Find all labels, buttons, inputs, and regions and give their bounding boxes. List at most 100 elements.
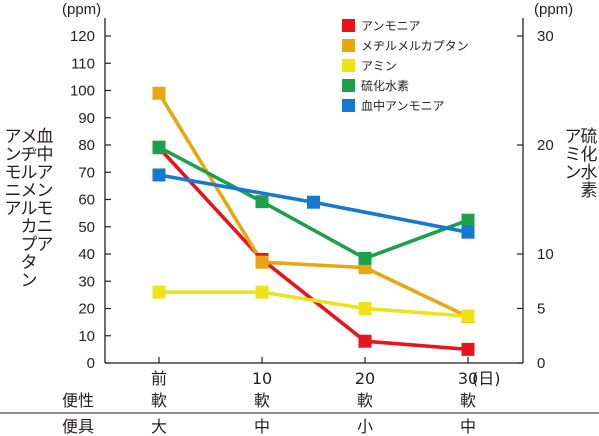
- legend-label: アミン: [361, 59, 397, 73]
- right-y-axis-label-char: ン: [565, 163, 582, 183]
- left-y-axis-label-char: ル: [21, 163, 38, 183]
- x-ticks: 前 10 20 30: [151, 357, 478, 388]
- data-point: [255, 285, 269, 299]
- data-point: [358, 251, 372, 265]
- legend-label: アンモニア: [361, 19, 421, 33]
- left-y-axis-label-char: ア: [37, 235, 54, 255]
- row-value: 小: [357, 417, 373, 436]
- left-y-axis-label-char: 中: [37, 145, 54, 165]
- row-value: 軟: [357, 391, 373, 410]
- data-point: [461, 225, 475, 239]
- x-unit-label: (日): [472, 369, 501, 388]
- right-y-axis-label-char: 水: [581, 163, 598, 183]
- series-line: [158, 145, 469, 261]
- left-tick-label: 40: [78, 246, 95, 263]
- x-tick-label: 30: [458, 369, 478, 388]
- right-tick-label: 20: [537, 137, 554, 154]
- data-point: [358, 302, 372, 315]
- right-y-axis-label-char: ア: [565, 127, 582, 147]
- left-tick-label: 70: [78, 164, 95, 181]
- right-y-axis-label-char: 化: [581, 145, 598, 165]
- legend-swatch: [342, 39, 355, 52]
- left-y-axis-label-char: メ: [21, 127, 38, 147]
- data-point: [152, 140, 166, 154]
- row-value: 軟: [151, 391, 167, 410]
- left-tick-label: 0: [87, 355, 95, 372]
- left-tick-label: 100: [70, 83, 95, 100]
- series-line: [159, 290, 469, 318]
- data-point: [307, 195, 320, 209]
- legend-label: 血中アンモニア: [361, 98, 445, 113]
- legend-swatch: [342, 79, 355, 92]
- left-tick-label: 10: [78, 328, 95, 345]
- right-unit-label: (ppm): [534, 1, 573, 18]
- left-y-axis-label-char: メ: [21, 181, 38, 201]
- data-point: [255, 255, 269, 269]
- left-tick-label: 50: [78, 219, 95, 236]
- left-y-axis-label-char: モ: [5, 163, 22, 183]
- data-point: [358, 334, 372, 348]
- right-tick-label: 10: [537, 246, 554, 263]
- left-y-axis-label-char: ア: [37, 163, 54, 183]
- row-label: 便具: [62, 417, 94, 436]
- x-tick-label: 前: [151, 369, 167, 388]
- row-label: 便性: [62, 391, 94, 410]
- row-value: 中: [460, 417, 476, 436]
- left-y-axis-label-char: ン: [37, 181, 54, 201]
- right-tick-label: 5: [537, 301, 545, 318]
- left-y-axis-label-char: ヂ: [21, 145, 38, 165]
- left-unit-label: (ppm): [62, 1, 101, 18]
- left-tick-label: 80: [78, 137, 95, 154]
- left-tick-label: 120: [70, 28, 95, 45]
- left-y-axis-label-char: ア: [5, 199, 22, 219]
- right-y-axis-label-char: ミ: [565, 145, 582, 165]
- row-value: 中: [254, 417, 270, 436]
- left-y-axis-label-char: ニ: [37, 217, 54, 237]
- left-tick-label: 90: [78, 110, 95, 127]
- left-y-axis-label-char: モ: [37, 199, 54, 219]
- left-y-axis-label-char: ニ: [5, 181, 22, 201]
- legend-swatch: [342, 59, 355, 72]
- left-y-ticks: 0 10 20 30 40 50 60 70 80 90 100 110 120: [70, 28, 111, 372]
- legend-swatch: [342, 19, 355, 32]
- left-tick-label: 30: [78, 273, 95, 290]
- data-point: [461, 309, 475, 323]
- series-line: [157, 92, 469, 319]
- row-value: 軟: [254, 391, 270, 410]
- data-point: [152, 86, 166, 100]
- category-table: 便性 軟 軟 軟 軟便具 大 中 小 中: [0, 391, 599, 436]
- legend-swatch: [342, 99, 355, 112]
- right-y-ticks: 0 5 10 20 30: [517, 28, 554, 372]
- right-tick-label: 30: [537, 28, 554, 45]
- x-tick-label: 20: [355, 369, 375, 388]
- right-y-axis-label-char: 硫: [581, 127, 598, 147]
- row-value: 軟: [460, 391, 476, 410]
- left-tick-label: 110: [71, 55, 95, 72]
- left-tick-label: 60: [78, 192, 95, 209]
- x-tick-label: 10: [252, 369, 272, 388]
- left-y-axis-label-char: カ: [21, 217, 38, 237]
- row-value: 大: [151, 417, 167, 436]
- right-y-axis-label-char: 素: [581, 181, 598, 201]
- left-y-axis-label-char: プ: [21, 235, 38, 255]
- data-point: [152, 168, 166, 182]
- data-point: [461, 342, 475, 356]
- right-y-axis-label: 硫化水素 アミン: [565, 127, 598, 201]
- series-layer: [152, 86, 475, 356]
- data-point: [255, 195, 269, 209]
- left-y-axis-label-char: ン: [21, 271, 38, 291]
- left-y-axis-label-char: ア: [5, 127, 22, 147]
- right-tick-label: 0: [537, 355, 545, 372]
- left-y-axis-label-char: ン: [5, 145, 22, 165]
- legend-label: 硫化水素: [361, 78, 409, 93]
- data-point: [152, 285, 166, 299]
- left-y-axis-label-char: ル: [21, 199, 38, 219]
- left-y-axis-label-char: タ: [21, 253, 38, 273]
- data-point: [461, 213, 475, 227]
- legend-label: メヂルメルカプタン: [361, 39, 469, 53]
- left-y-axis-label-char: 血: [37, 127, 54, 147]
- series-line: [157, 146, 469, 352]
